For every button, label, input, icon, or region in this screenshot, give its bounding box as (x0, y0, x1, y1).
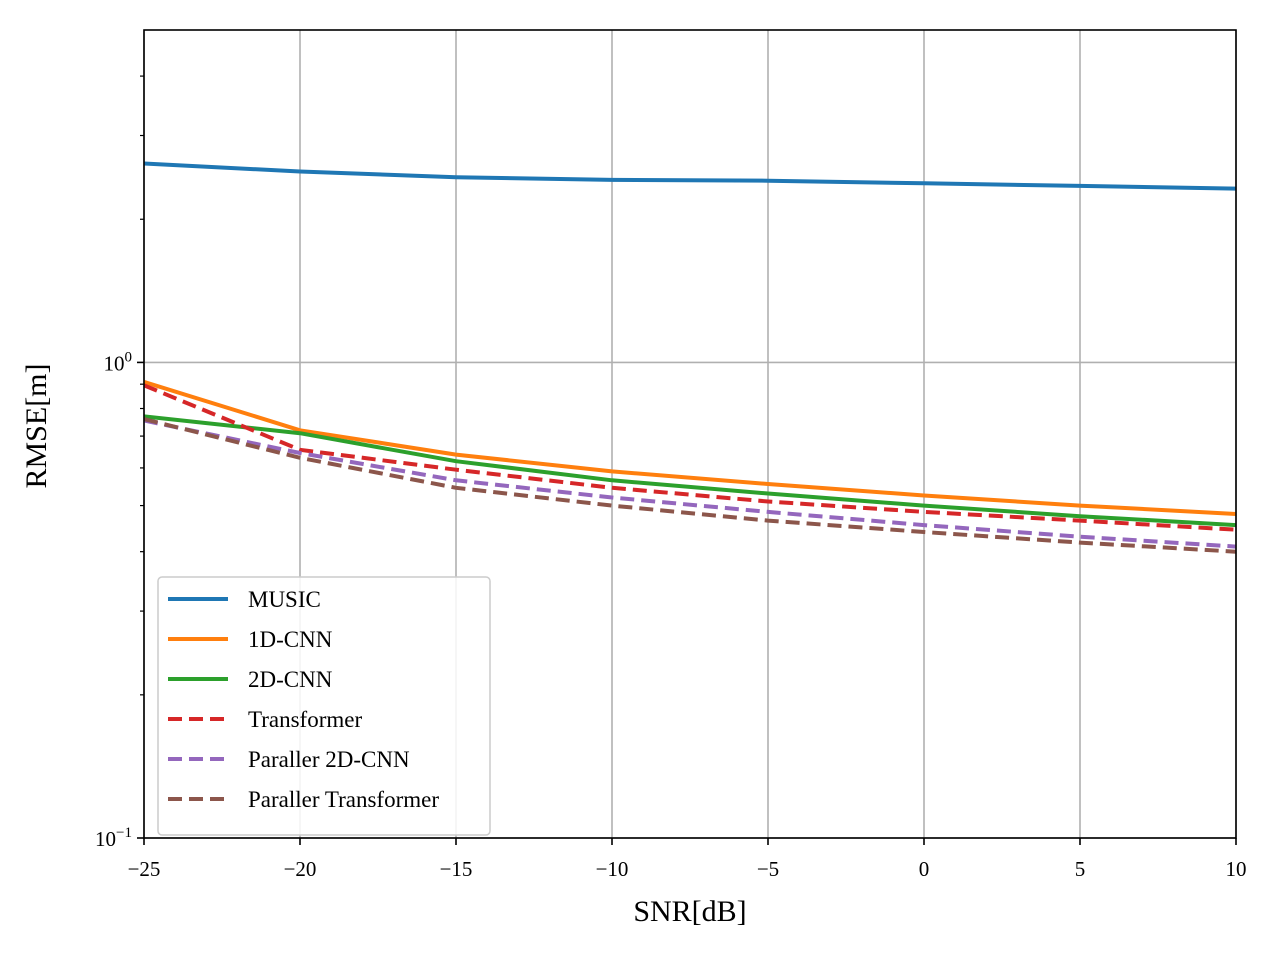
x-tick-label: −5 (757, 857, 779, 881)
y-tick-label: 10−1 (95, 825, 132, 851)
series-line-music (144, 161, 1236, 191)
series-line-paraller-transformer (144, 417, 1236, 554)
y-tick-label: 100 (104, 349, 133, 375)
series-line-paraller-2d-cnn (144, 418, 1236, 549)
legend-label-transformer: Transformer (248, 707, 362, 732)
y-axis-title: RMSE[m] (20, 363, 53, 488)
series-layer (144, 161, 1236, 554)
legend: MUSIC 1D-CNN 2D-CNN Transformer Paraller 2D-… (157, 576, 491, 836)
plot-frame (143, 29, 1237, 839)
legend-box (157, 576, 491, 836)
legend-label-2d-cnn: 2D-CNN (248, 667, 333, 692)
x-tick-label: −25 (128, 857, 161, 881)
x-tick-label: 0 (919, 857, 930, 881)
legend-label-1d-cnn: 1D-CNN (248, 627, 333, 652)
x-tick-label: 5 (1075, 857, 1086, 881)
legend-label-paraller-transformer: Paraller Transformer (248, 787, 439, 812)
x-tick-label: −20 (284, 857, 317, 881)
legend-label-music: MUSIC (248, 587, 321, 612)
tick-layer: −25 −20 −15 −10 −5 0 5 10 100 10−1 (95, 75, 1247, 881)
series-line-1d-cnn (144, 379, 1236, 516)
series-line-transformer (144, 383, 1236, 532)
series-line-2d-cnn (144, 414, 1236, 528)
x-tick-label: −15 (440, 857, 473, 881)
legend-label-paraller-2d-cnn: Paraller 2D-CNN (248, 747, 410, 772)
x-tick-label: −10 (596, 857, 629, 881)
x-tick-label: 10 (1226, 857, 1247, 881)
x-axis-title: SNR[dB] (633, 895, 746, 928)
